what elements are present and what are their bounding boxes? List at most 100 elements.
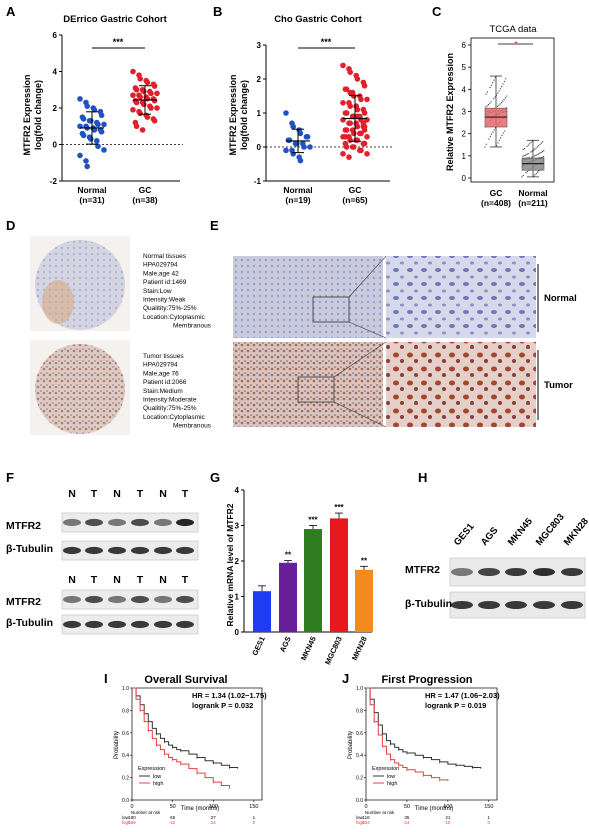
panel-a-y-tick-label: 6 [53,31,58,40]
panel-b-point [351,144,357,150]
panel-c-jitter-point [531,150,533,152]
tumor-ihc-overview-image [233,342,383,427]
panel-f-band [154,595,172,604]
panel-f-row-3: MTFR2 [6,596,41,608]
panel-b-point [364,151,370,157]
panel-j-x-tick-label: 50 [404,804,410,810]
panel-f-blots [61,512,199,635]
panel-i-risk-high: 14 [211,820,217,825]
panel-f-band [154,518,172,527]
panel-c-sig: * [514,40,518,51]
panel-f-band [85,546,103,555]
panel-i-legend-high: high [153,781,163,787]
panel-i-title: Overall Survival [144,674,227,686]
panel-h-band [505,568,527,576]
panel-letter-a: A [6,4,16,19]
panel-h-band [505,601,527,609]
panel-h-row-1: MTFR2 [405,564,440,576]
panel-i-risk-low: 1 [253,815,256,820]
panel-b-point [283,147,289,154]
panel-j-axes: 0.0 0.2 0.4 0.6 0.8 1.0 0 50 100 150 [356,686,498,810]
panel-f-lane-label-top: T [182,488,189,500]
normal-zoom-line-bottom [348,321,387,339]
panel-c-jitter-point [485,106,487,108]
panel-c-jitter-point [489,102,491,104]
panel-h-lane-label: MGC803 [534,512,567,548]
panel-b-group-1-n: (n=19) [285,195,310,205]
panel-g-bar-ags [279,562,297,632]
panel-f-blot-strip [61,589,199,610]
panel-c-jitter-point [541,156,543,158]
panel-a-group-2-n: (n=38) [132,195,157,205]
panel-h-band [451,601,473,609]
panel-c-jitter-point [537,153,540,155]
panel-i-risk-low: 65 [170,815,176,820]
tumor-info-line-1: Tumor tissues [143,353,184,360]
panel-b-point [361,83,368,89]
panel-b: B Cho Gastric Cohort MTFR2 Expression lo… [213,4,393,205]
panel-letter-c: C [432,4,442,19]
panel-i-x-tick-label: 150 [249,804,258,810]
panel-h-band [478,568,500,576]
panel-i-legend-title: Expression [138,766,165,772]
panel-c-jitter-point [505,78,507,80]
panel-g-bar-ges1 [253,591,271,632]
panel-c-jitter-point [524,154,527,156]
panel-c-jitter-point [498,90,500,92]
panel-b-point [340,62,346,69]
panel-b-point [360,120,367,126]
panel-c-jitter-point [500,137,502,139]
panel-a-y-tick-label: -2 [50,177,58,186]
panel-h-lane-label: GES1 [452,521,477,548]
panel-f-lane-label-top: T [91,488,98,500]
panel-f-band [131,620,149,629]
panel-b-point [294,140,300,147]
panel-f-blot-strip [61,512,199,533]
normal-ihc-overview-image [233,256,383,338]
panel-c-jitter-point [493,98,495,100]
panel-c-jitter-point [494,96,496,98]
panel-j-risk-low: low [356,815,364,820]
panel-j-y-tick-label: 0.8 [356,708,363,714]
panel-h-band [561,601,583,609]
panel-c-group-2-name: Normal [518,188,547,198]
panel-g-bar-mkn28 [355,569,373,632]
panel-j-title: First Progression [381,674,472,686]
panel-c-group-1-n: (n=408) [481,198,511,208]
panel-a-point [133,86,140,93]
tumor-zoom-line-bottom [333,401,387,428]
panel-b-y-tick-label: 3 [257,41,262,50]
panel-j-x-tick-label: 100 [443,804,452,810]
panel-b-ylabel-1: MTFR2 Expression [228,74,238,155]
panel-i: I Overall Survival HR = 1.34 (1.02−1.75)… [104,671,267,825]
panel-j-legend-title: Expression [372,766,399,772]
panel-c-jitter-point [522,149,524,151]
panel-a-point [83,158,89,164]
panel-i-x-tick-label: 50 [170,804,176,810]
panel-c-jitter-point [487,104,490,106]
panel-f-band [85,620,103,629]
panel-b-point [358,147,364,154]
panel-c-jitter-point [529,143,531,145]
panel-c-jitter-point [485,143,487,145]
panel-c-jitter-point [492,82,494,84]
panel-i-risk-high: 0 [253,820,256,825]
panel-b-point [347,103,354,109]
panel-c-jitter-point [521,176,523,178]
panel-c-ylabel: Relative MTFR2 Expression [445,53,455,171]
panel-a-point [144,79,151,86]
panel-f-band [85,595,103,604]
panel-a-point [148,90,154,97]
panel-f-band [108,546,126,555]
panel-letter-e: E [210,218,219,233]
panel-c-jitter-point [501,85,503,88]
panel-b-point [347,89,354,96]
panel-c-jitter-point [535,147,537,149]
panel-i-risk-low: 180 [128,815,136,820]
panel-f-band [176,518,194,527]
panel-c-jitter-point [533,155,536,157]
panel-c-jitter-point [531,156,533,158]
